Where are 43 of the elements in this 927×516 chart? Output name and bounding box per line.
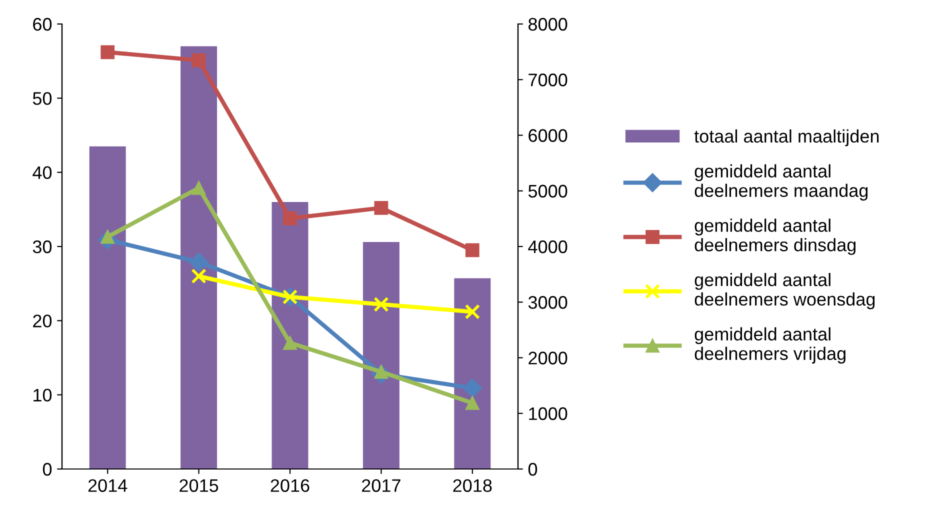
bar (180, 46, 218, 469)
point (191, 268, 206, 284)
x-tick-label: 2016 (270, 479, 310, 492)
y2-tick-label: 5000 (528, 184, 568, 198)
y2-tick-label: 2000 (528, 352, 568, 364)
point (465, 243, 480, 258)
point (464, 304, 480, 320)
point (283, 336, 297, 350)
bar (362, 242, 400, 469)
point (192, 53, 206, 68)
y-tick-label: 10 (34, 388, 52, 402)
y2-tick-label: 3000 (528, 296, 568, 309)
y2-tick-label: 8000 (528, 18, 568, 31)
point (465, 396, 480, 410)
y-tick-label: 0 (42, 462, 52, 476)
point (100, 45, 115, 60)
x-tick-label: 2018 (453, 479, 492, 492)
point (283, 211, 297, 226)
legend-label: gemiddeld aantal deelnemers dinsdag (694, 218, 856, 255)
x-tick-label: 2017 (362, 479, 400, 492)
y-tick-label: 30 (32, 240, 52, 254)
legend-label: gemiddeld aantal deelnemers maandag (694, 164, 868, 201)
y2-tick-label: 7000 (528, 74, 568, 86)
point (374, 200, 388, 215)
y2-tick-label: 0 (528, 462, 538, 476)
y2-tick-label: 1000 (529, 407, 568, 420)
legend-label: gemiddeld aantal deelnemers vrijdag (694, 327, 846, 364)
point (189, 252, 208, 272)
y2-tick-label: 4000 (528, 240, 568, 254)
legend-label: totaal aantal maaltijden (694, 129, 879, 146)
bar (454, 278, 491, 469)
x-tick-label: 2015 (180, 479, 218, 492)
y-tick-label: 40 (32, 166, 52, 180)
y-tick-label: 60 (33, 18, 52, 31)
point (462, 378, 482, 398)
y2-tick-label: 6000 (528, 129, 568, 142)
x-tick-label: 2014 (88, 479, 128, 492)
point (192, 180, 206, 195)
point (374, 296, 389, 312)
y-tick-label: 50 (32, 92, 52, 105)
y-tick-label: 20 (33, 314, 52, 328)
legend-label: gemiddeld aantal deelnemers woensdag (694, 272, 875, 310)
bar (89, 146, 126, 469)
